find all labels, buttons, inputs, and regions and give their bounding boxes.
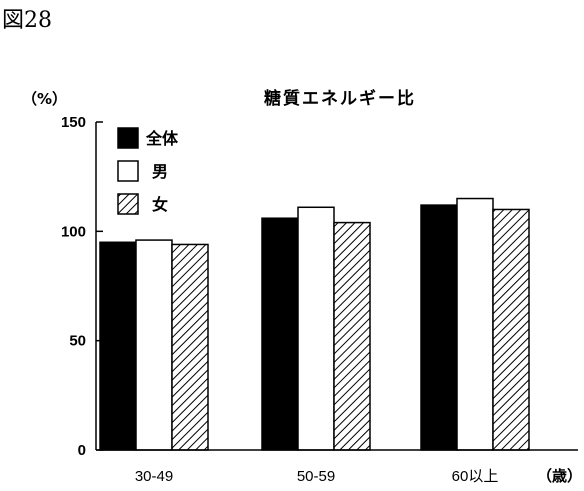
bar-男-60以上	[456, 197, 494, 451]
figure-label: 図28	[2, 8, 52, 33]
y-axis-unit: （%）	[22, 90, 67, 108]
legend-swatch	[117, 160, 139, 182]
bars-group	[99, 197, 530, 451]
x-axis-unit: （歳）	[537, 467, 582, 485]
bar-女-50-59	[333, 221, 371, 451]
chart-title: 糖質エネルギー比	[264, 88, 416, 109]
bar-男-50-59	[297, 206, 335, 451]
y-tick-label: 0	[78, 442, 86, 459]
bar-全体-30-49	[99, 241, 137, 451]
legend-label: 男	[152, 162, 168, 181]
y-ticks-group: 0 50 100 150	[61, 114, 103, 459]
bar-男-30-49	[135, 239, 173, 451]
x-category-label: 50-59	[297, 468, 335, 485]
y-tick-label: 150	[61, 114, 86, 131]
bar-全体-50-59	[261, 217, 299, 451]
legend-label: 全体	[145, 129, 179, 148]
y-tick-label: 100	[61, 223, 86, 240]
bar-女-30-49	[171, 243, 209, 451]
x-labels-group: 30-49 50-59 60以上	[135, 468, 499, 485]
bar-全体-60以上	[420, 204, 458, 451]
legend-swatch	[117, 193, 139, 215]
legend-label: 女	[152, 195, 168, 214]
bar-女-60以上	[492, 208, 530, 451]
legend-swatch	[117, 127, 139, 149]
x-category-label: 30-49	[135, 468, 173, 485]
x-category-label: 60以上	[452, 468, 499, 485]
y-tick-label: 50	[69, 333, 86, 350]
